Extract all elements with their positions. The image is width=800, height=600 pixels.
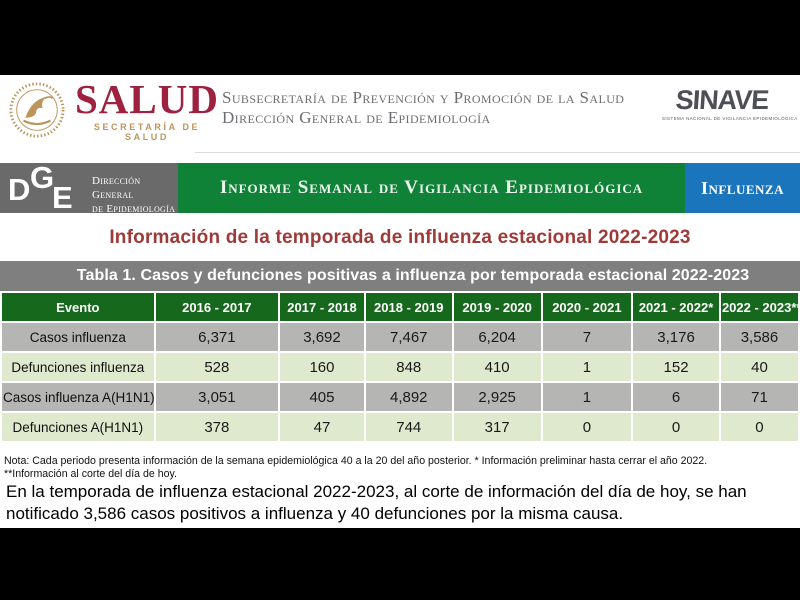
mexico-coat-of-arms-icon: [9, 82, 65, 138]
influenza-banner-label: Influenza: [700, 177, 784, 198]
influenza-table-section: Tabla 1. Casos y defunciones positivas a…: [0, 261, 800, 443]
sinave-logo: SINAVE SISTEMA NACIONAL DE VIGILANCIA EP…: [662, 85, 798, 121]
row-label: Casos influenza A(H1N1): [0, 381, 156, 413]
page-title: Información de la temporada de influenza…: [109, 227, 691, 248]
table-row-casos-ah1n1: Casos influenza A(H1N1) 3,051 405 4,892 …: [0, 381, 800, 413]
table-cell: 40: [718, 351, 800, 383]
row-label: Defunciones A(H1N1): [0, 411, 156, 443]
subsecretaria-text: Subsecretaría de Prevención y Promoción …: [222, 88, 624, 128]
dge-logo-block: D G E Dirección General de Epidemiología: [0, 160, 178, 216]
header-divider-line: [195, 152, 800, 153]
institutional-header: SALUD SECRETARÍA DE SALUD Subsecretaría …: [0, 75, 800, 163]
dge-logo-letters: D G E: [8, 160, 88, 215]
table-cell: 1: [540, 381, 634, 413]
table-cell: 152: [631, 351, 721, 383]
table-cell: 405: [278, 381, 366, 413]
table-cell: 0: [718, 411, 800, 443]
table-cell: 6,371: [153, 321, 281, 353]
sinave-logo-word: SINAVE: [674, 85, 770, 115]
bottom-letterbox-bar: [0, 528, 800, 600]
table-cell: 0: [631, 411, 721, 443]
table-header-2016-2017: 2016 - 2017: [153, 291, 281, 323]
banner-strip: D G E Dirección General de Epidemiología…: [0, 160, 800, 216]
table-cell: 6: [631, 381, 721, 413]
table-row-defunciones-ah1n1: Defunciones A(H1N1) 378 47 744 317 0 0 0: [0, 411, 800, 443]
table-title: Tabla 1. Casos y defunciones positivas a…: [0, 261, 800, 291]
table-header-2020-2021: 2020 - 2021: [540, 291, 634, 323]
table-header-2019-2020: 2019 - 2020: [451, 291, 543, 323]
salud-logo-title: SALUD: [75, 76, 219, 122]
table-header-2021-2022: 2021 - 2022*: [631, 291, 721, 323]
table-footnote: Nota: Cada periodo presenta información …: [4, 455, 796, 480]
table-row-casos-influenza: Casos influenza 6,371 3,692 7,467 6,204 …: [0, 321, 800, 353]
table-cell: 2,925: [451, 381, 543, 413]
table-cell: 0: [540, 411, 634, 443]
table-cell: 160: [278, 351, 366, 383]
table-cell: 6,204: [451, 321, 543, 353]
row-label: Defunciones influenza: [0, 351, 156, 383]
summary-paragraph: En la temporada de influenza estacional …: [6, 482, 747, 523]
table-cell: 410: [451, 351, 543, 383]
influenza-banner: Influenza: [685, 163, 800, 213]
table-row-defunciones-influenza: Defunciones influenza 528 160 848 410 1 …: [0, 351, 800, 383]
table-header-2018-2019: 2018 - 2019: [363, 291, 454, 323]
table-cell: 71: [718, 381, 800, 413]
footnote-line2: **Información al corte del día de hoy.: [4, 467, 177, 480]
table-header-row: Evento 2016 - 2017 2017 - 2018 2018 - 20…: [0, 291, 800, 323]
table-header-2017-2018: 2017 - 2018: [278, 291, 366, 323]
table-cell: 47: [278, 411, 366, 443]
table-cell: 744: [363, 411, 454, 443]
table-cell: 3,051: [153, 381, 281, 413]
table-cell: 3,692: [278, 321, 366, 353]
table-header-evento: Evento: [0, 291, 156, 323]
table-cell: 317: [451, 411, 543, 443]
dge-letter-g: G: [30, 160, 55, 195]
table-cell: 4,892: [363, 381, 454, 413]
dge-letter-d: D: [8, 172, 31, 207]
dge-letter-e: E: [52, 180, 73, 215]
subsecretaria-line2: Dirección General de Epidemiología: [222, 108, 491, 127]
table-header-2022-2023: 2022 - 2023**: [718, 291, 800, 323]
informe-banner: Informe Semanal de Vigilancia Epidemioló…: [178, 163, 685, 213]
salud-logo: SALUD SECRETARÍA DE SALUD: [72, 77, 222, 142]
sinave-logo-caption: SISTEMA NACIONAL DE VIGILANCIA EPIDEMIOL…: [662, 116, 798, 121]
row-label: Casos influenza: [0, 321, 156, 353]
table-cell: 7: [540, 321, 634, 353]
subsecretaria-line1: Subsecretaría de Prevención y Promoción …: [222, 88, 625, 107]
influenza-table: Evento 2016 - 2017 2017 - 2018 2018 - 20…: [0, 291, 800, 443]
informe-banner-title: Informe Semanal de Vigilancia Epidemioló…: [219, 177, 644, 198]
top-letterbox-bar: [0, 0, 800, 75]
footnote-line1: Nota: Cada periodo presenta información …: [4, 455, 708, 467]
table-cell: 3,176: [631, 321, 721, 353]
salud-logo-subtitle: SECRETARÍA DE SALUD: [93, 122, 201, 142]
table-cell: 848: [363, 351, 454, 383]
table-cell: 3,586: [718, 321, 800, 353]
table-cell: 7,467: [363, 321, 454, 353]
table-cell: 528: [153, 351, 281, 383]
dge-caption-line2: de Epidemiología: [92, 203, 176, 215]
table-cell: 1: [540, 351, 634, 383]
dge-caption-line1: Dirección General: [92, 175, 141, 201]
table-cell: 378: [153, 411, 281, 443]
dge-caption: Dirección General de Epidemiología: [92, 174, 178, 216]
